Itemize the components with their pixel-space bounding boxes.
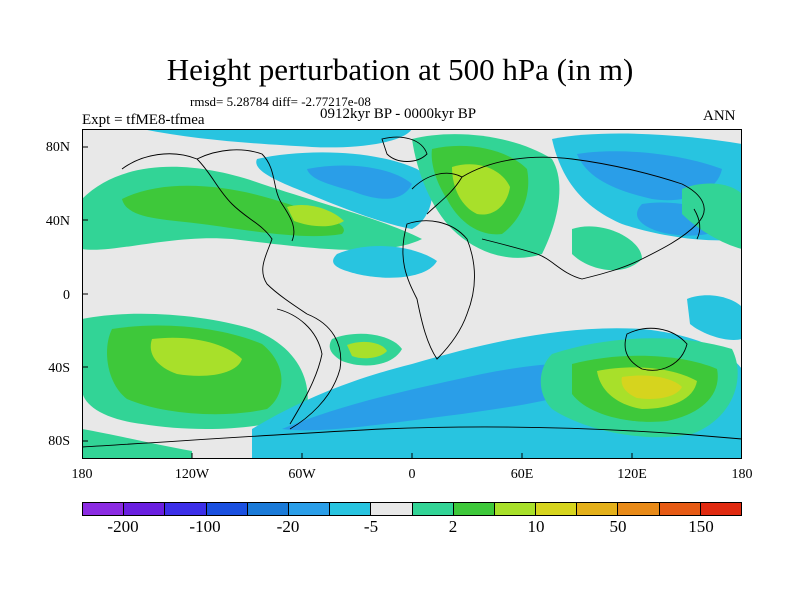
colorbar-swatch: [618, 503, 660, 515]
colorbar-swatch: [659, 503, 701, 515]
lon-label-60e: 60E: [510, 467, 534, 482]
colorbar: [82, 502, 742, 516]
colorbar-swatch: [536, 503, 578, 515]
coastlines: [82, 136, 742, 448]
pos-anomaly-eurasia-core: [452, 164, 510, 215]
pos-anomaly-south-indian-core: [621, 375, 682, 399]
season-label: ANN: [703, 108, 736, 124]
colorbar-label: -200: [107, 517, 139, 536]
colorbar-swatch: [700, 503, 741, 515]
colorbar-swatch: [206, 503, 248, 515]
lat-label-80s: 80S: [48, 434, 70, 449]
pos-anomaly-pacific-east: [682, 183, 742, 249]
colorbar-label: 150: [688, 517, 714, 536]
neg-anomaly-southern-ocean-core: [282, 363, 612, 431]
colorbar-swatch: [453, 503, 495, 515]
lat-label-80n: 80N: [45, 140, 70, 155]
colorbar-swatch: [577, 503, 619, 515]
neg-anomaly-north-atlantic-core: [307, 165, 412, 199]
lat-label-40s: 40S: [48, 361, 70, 376]
neg-anomaly-arctic: [142, 129, 412, 148]
neg-anomaly-atlantic-subtropic: [333, 245, 437, 278]
experiment-label: Expt = tfME8-tfmea: [82, 112, 205, 128]
colorbar-label: 50: [609, 517, 627, 536]
pos-anomaly-north-america-core: [122, 185, 344, 237]
lon-label-0: 0: [408, 467, 416, 482]
lon-label-60w: 60W: [288, 467, 316, 482]
colorbar-label: 10: [527, 517, 545, 536]
pos-anomaly-south-atlantic-core: [347, 341, 387, 359]
period-label: 0912kyr BP - 0000kyr BP: [320, 106, 477, 122]
lat-label-40n: 40N: [45, 214, 70, 229]
lon-label-120e: 120E: [617, 467, 647, 482]
colorbar-swatch: [412, 503, 454, 515]
lon-label-120w: 120W: [174, 467, 210, 482]
neg-anomaly-north-atlantic: [256, 152, 432, 229]
colorbar-swatch: [330, 503, 372, 515]
lon-label-180e: 180: [731, 467, 753, 482]
map-title: Height perturbation at 500 hPa (in m): [166, 52, 634, 87]
height-perturbation-map: [82, 129, 742, 459]
colorbar-swatch: [124, 503, 166, 515]
lon-label-180w: 180: [71, 467, 93, 482]
pos-anomaly-na-center: [287, 204, 344, 227]
statistics-label: rmsd= 5.28784 diff= -2.77217e-08: [190, 94, 371, 109]
colorbar-swatch: [165, 503, 207, 515]
colorbar-label: -100: [189, 517, 221, 536]
lat-label-0: 0: [63, 288, 70, 303]
axis-ticks: [82, 146, 633, 459]
neg-anomaly-tropical-pacific: [687, 295, 742, 340]
colorbar-swatch: [288, 503, 331, 515]
colorbar-swatch: [247, 503, 289, 515]
colorbar-label: -5: [363, 517, 379, 536]
colorbar-label: -20: [276, 517, 300, 536]
colorbar-label: 2: [448, 517, 458, 536]
pos-anomaly-west-pacific: [572, 226, 642, 271]
colorbar-swatch: [83, 503, 125, 515]
pos-anomaly-south-pacific-core: [150, 337, 242, 376]
colorbar-swatch: [371, 503, 413, 515]
colorbar-swatch: [494, 503, 537, 515]
